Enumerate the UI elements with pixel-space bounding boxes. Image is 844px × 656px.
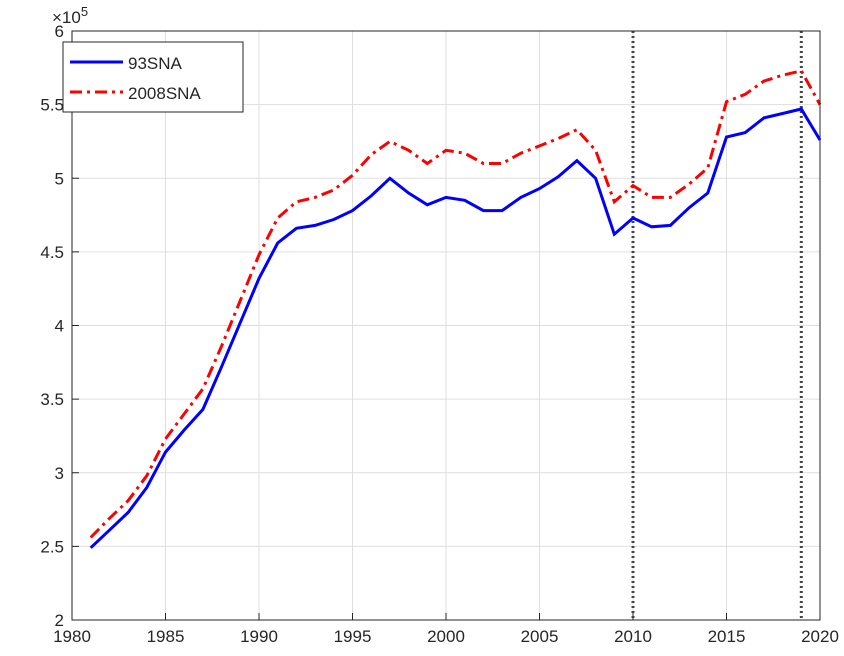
- x-tick-label: 2020: [801, 627, 839, 646]
- axes-box: [71, 30, 821, 621]
- x-tick-label: 1980: [53, 627, 91, 646]
- y-tick-label: 3: [55, 464, 64, 483]
- y-tick-label: 4.5: [40, 243, 64, 262]
- data-line: [89, 69, 822, 539]
- y-multiplier-exponent: 5: [81, 4, 88, 19]
- y-multiplier-base: ×10: [52, 8, 81, 27]
- data-line: [89, 107, 822, 549]
- y-tick-label: 2: [55, 611, 64, 630]
- x-tick-label: 1995: [334, 627, 372, 646]
- x-tick-label: 2010: [614, 627, 652, 646]
- y-tick-label: 4: [55, 317, 64, 336]
- y-tick-label: 5: [55, 169, 64, 188]
- y-multiplier: ×105: [52, 4, 88, 27]
- legend-box: [62, 41, 244, 113]
- y-tick-label: 2.5: [40, 537, 64, 556]
- y-tick-label: 5.5: [40, 96, 64, 115]
- y-tick-label: 3.5: [40, 390, 64, 409]
- x-tick-label: 2005: [521, 627, 559, 646]
- x-tick-label: 1990: [240, 627, 278, 646]
- y-tick-label: 6: [55, 22, 64, 41]
- x-tick-label: 1985: [147, 627, 185, 646]
- legend-label: 93SNA: [128, 54, 183, 73]
- x-tick-label: 2000: [427, 627, 465, 646]
- legend-label: 2008SNA: [128, 84, 201, 103]
- x-tick-label: 2015: [708, 627, 746, 646]
